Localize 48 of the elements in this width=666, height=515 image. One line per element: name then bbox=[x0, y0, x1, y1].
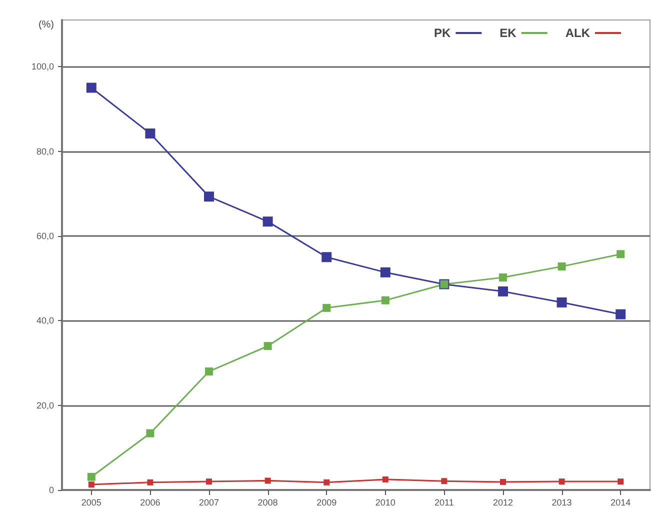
point bbox=[145, 128, 156, 138]
y-tick-label: 20,0 bbox=[36, 400, 54, 410]
point bbox=[499, 273, 507, 282]
point bbox=[147, 479, 154, 486]
x-tick-label: 2014 bbox=[610, 498, 631, 508]
point bbox=[556, 297, 567, 308]
x-tick-label: 2007 bbox=[198, 498, 220, 508]
point bbox=[322, 304, 331, 312]
point bbox=[264, 342, 272, 350]
point bbox=[558, 262, 566, 270]
x-tick-label: 2005 bbox=[81, 498, 102, 508]
legend-label: PK bbox=[434, 26, 451, 40]
point bbox=[205, 367, 213, 376]
point bbox=[618, 478, 624, 485]
point bbox=[441, 478, 448, 484]
y-tick-label: 0 bbox=[48, 485, 54, 495]
x-tick-label: 2008 bbox=[258, 498, 278, 508]
point bbox=[86, 82, 96, 93]
point bbox=[498, 286, 508, 296]
y-tick-label: 80,0 bbox=[36, 146, 54, 156]
point bbox=[558, 478, 565, 485]
y-tick-label: 40,0 bbox=[36, 316, 54, 326]
point bbox=[500, 478, 506, 485]
point bbox=[262, 216, 273, 227]
point bbox=[87, 472, 96, 481]
point bbox=[322, 252, 332, 262]
point bbox=[146, 429, 154, 438]
x-tick-label: 2012 bbox=[492, 498, 514, 508]
y-tick-label: 100,0 bbox=[31, 62, 54, 72]
x-tick-label: 2013 bbox=[552, 498, 572, 508]
point bbox=[88, 481, 94, 488]
point bbox=[264, 478, 271, 484]
y-tick-label: 60,0 bbox=[36, 230, 54, 241]
point bbox=[206, 478, 212, 485]
x-tick-label: 2011 bbox=[434, 498, 454, 508]
point bbox=[204, 192, 214, 202]
x-tick-label: 2010 bbox=[375, 498, 396, 508]
legend-label: EK bbox=[500, 26, 517, 40]
point bbox=[380, 267, 390, 278]
point bbox=[382, 476, 388, 482]
legend-label: ALK bbox=[565, 26, 590, 40]
point bbox=[381, 296, 390, 304]
point bbox=[616, 309, 626, 320]
x-tick-label: 2009 bbox=[316, 498, 337, 508]
x-tick-label: 2006 bbox=[140, 498, 160, 508]
point bbox=[324, 479, 330, 486]
y-axis-title: (%) bbox=[38, 20, 54, 30]
point bbox=[616, 250, 625, 258]
